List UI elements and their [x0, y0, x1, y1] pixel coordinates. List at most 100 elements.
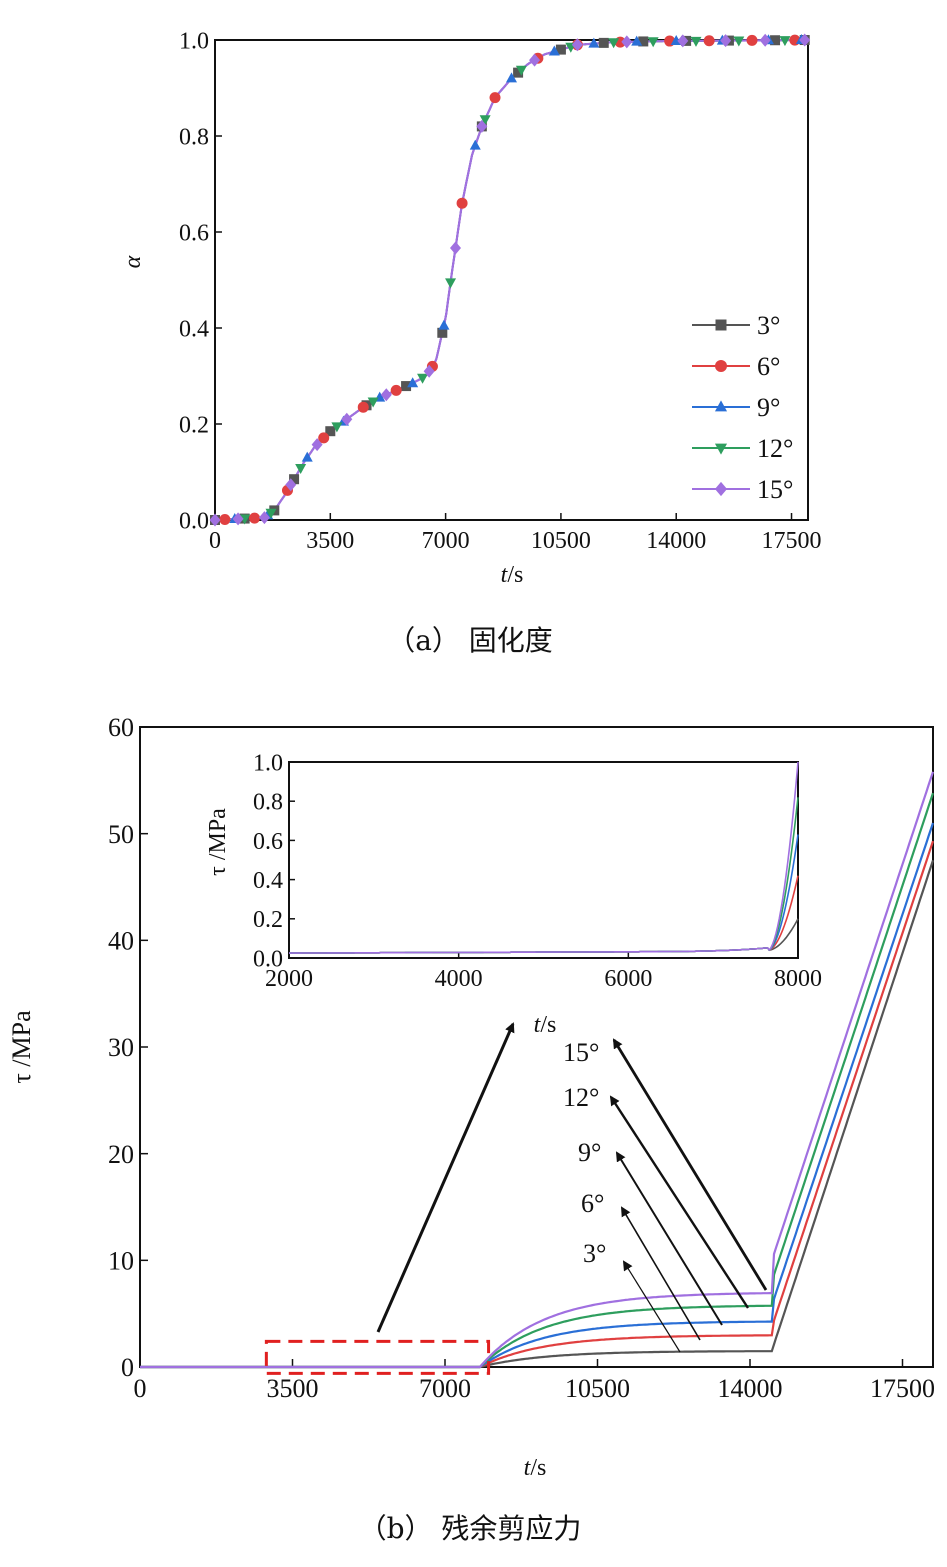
- data-point-1: [555, 44, 566, 55]
- x-tick-label: 7000: [422, 528, 470, 554]
- x-axis-label-b-unit: /s: [530, 1455, 546, 1481]
- chart-panel-a: 0 3500 7000 10500 14000 17500 0.0 0.2 0.4 0.6 0.8 1…: [120, 28, 822, 657]
- annotation-label: 3°: [583, 1239, 606, 1268]
- data-point-5: [380, 388, 392, 402]
- legend-marker: [714, 400, 728, 412]
- y-tick-label: 0: [121, 1353, 134, 1382]
- data-point-4: [417, 373, 429, 384]
- legend-label: 9°: [757, 393, 780, 422]
- data-point-2: [390, 384, 402, 396]
- data-point-5: [341, 412, 353, 426]
- data-point-1: [770, 35, 781, 46]
- x-tick-label: 7000: [419, 1374, 471, 1403]
- x-tick-label: 6000: [604, 966, 652, 992]
- data-point-3: [438, 319, 450, 330]
- data-point-4: [331, 422, 343, 433]
- inset-x-axis-label-var: t: [534, 1012, 542, 1038]
- x-axis-label-a-unit: /s: [507, 562, 523, 588]
- x-tick-label: 14000: [718, 1374, 783, 1403]
- x-tick-label: 17500: [762, 528, 822, 554]
- data-point-5: [621, 35, 633, 49]
- y-tick-label: 50: [108, 820, 134, 849]
- y-tick-label: 1.0: [253, 750, 283, 776]
- data-point-3: [407, 377, 419, 388]
- y-tick-label: 10: [108, 1246, 134, 1275]
- data-point-2: [489, 92, 501, 104]
- data-point-5: [677, 34, 689, 48]
- legend-marker: [715, 360, 727, 372]
- data-point-2: [318, 432, 330, 444]
- x-axis-label-a: t/s: [501, 562, 524, 588]
- data-point-5: [311, 438, 323, 452]
- data-point-4: [647, 37, 659, 48]
- annotation-label: 6°: [581, 1189, 604, 1218]
- data-point-4: [295, 464, 307, 474]
- x-tick-label: 0: [134, 1374, 147, 1403]
- x-axis-label-b-var: t: [524, 1455, 532, 1481]
- x-axis-label-b: t/s: [524, 1455, 547, 1481]
- y-tick-label: 30: [108, 1033, 134, 1062]
- y-axis-label-a: α: [120, 255, 146, 268]
- y-tick-label: 0.6: [253, 829, 283, 855]
- y-tick-label: 0.2: [179, 412, 209, 438]
- data-point-3: [301, 451, 313, 462]
- legend-marker: [714, 481, 728, 497]
- data-point-5: [529, 53, 541, 67]
- data-point-2: [746, 34, 758, 46]
- y-tick-label: 0.4: [179, 316, 209, 342]
- x-tick-label: 10500: [531, 528, 591, 554]
- x-tick-label: 10500: [565, 1374, 630, 1403]
- data-point-4: [515, 65, 527, 76]
- inset-x-axis-label: t/s: [534, 1012, 557, 1038]
- data-point-1: [401, 381, 412, 392]
- legend-label: 15°: [757, 475, 793, 504]
- y-tick-label: 0.8: [253, 790, 283, 816]
- x-tick-label: 0: [209, 528, 221, 554]
- legend-label: 12°: [757, 434, 793, 463]
- data-point-4: [367, 397, 379, 408]
- annotation-arrows: 3° 6° 9° 12° 15°: [376, 1022, 768, 1353]
- data-point-5: [209, 513, 221, 527]
- legend-marker: [714, 443, 728, 455]
- data-point-2: [703, 35, 715, 47]
- axis-ticks-a: 0 3500 7000 10500 14000 17500 0.0 0.2 0.4 0.6 0.8 1…: [179, 28, 822, 554]
- plot-frame-a: [214, 39, 809, 521]
- legend-a: 3° 6° 9° 12° 15°: [692, 311, 793, 504]
- inset-series-line-5: [289, 761, 799, 954]
- data-point-1: [289, 474, 300, 485]
- series-line-5: [140, 771, 935, 1369]
- y-tick-label: 0.8: [179, 124, 209, 150]
- annotation-arrow: [612, 1038, 768, 1291]
- data-point-4: [733, 36, 745, 47]
- x-axis-label-a-var: t: [501, 562, 509, 588]
- data-point-1: [437, 327, 448, 338]
- data-point-5: [476, 119, 488, 133]
- caption-b: （b） 残余剪应力: [359, 1512, 582, 1545]
- inset-x-axis-label-unit: /s: [540, 1012, 556, 1038]
- data-point-4: [779, 36, 791, 47]
- legend-marker: [715, 319, 727, 331]
- y-axis-label-b: τ /MPa: [7, 1010, 36, 1084]
- annotation-arrow: [620, 1206, 701, 1341]
- data-point-2: [219, 514, 231, 526]
- y-tick-label: 60: [108, 713, 134, 742]
- caption-a: （a） 固化度: [387, 624, 553, 657]
- annotation-arrow: [609, 1095, 750, 1309]
- data-point-4: [608, 38, 620, 49]
- data-point-4: [265, 508, 277, 519]
- inset-chart: 2000 4000 6000 8000 0.0 0.2 0.4 0.6 0.8 1.0 τ /MP…: [205, 750, 822, 1038]
- y-tick-label: 0.4: [253, 868, 283, 894]
- data-point-4: [479, 115, 491, 126]
- data-point-3: [631, 35, 643, 46]
- y-tick-label: 20: [108, 1140, 134, 1169]
- data-point-5: [799, 33, 811, 47]
- annotation-label: 12°: [563, 1083, 599, 1112]
- inset-curves: [289, 761, 799, 954]
- data-point-5: [258, 511, 270, 525]
- x-tick-label: 3500: [267, 1374, 319, 1403]
- x-tick-label: 4000: [435, 966, 483, 992]
- x-tick-label: 8000: [774, 966, 822, 992]
- data-point-4: [690, 36, 702, 47]
- legend-label: 3°: [757, 311, 780, 340]
- zoom-arrow: [376, 1022, 515, 1333]
